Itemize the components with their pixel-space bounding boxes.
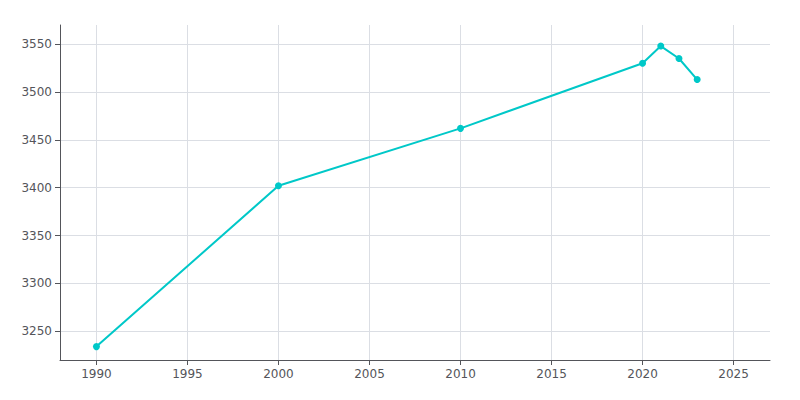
svg-text:2010: 2010 [445, 367, 476, 381]
svg-text:3500: 3500 [21, 85, 52, 99]
svg-text:3550: 3550 [21, 37, 52, 51]
svg-text:2025: 2025 [718, 367, 749, 381]
svg-text:2020: 2020 [627, 367, 658, 381]
svg-text:3300: 3300 [21, 276, 52, 290]
svg-text:2015: 2015 [536, 367, 567, 381]
svg-text:3350: 3350 [21, 229, 52, 243]
svg-text:2005: 2005 [354, 367, 385, 381]
svg-text:2000: 2000 [263, 367, 294, 381]
svg-text:1990: 1990 [81, 367, 112, 381]
svg-text:3250: 3250 [21, 324, 52, 338]
svg-text:3400: 3400 [21, 181, 52, 195]
svg-text:3450: 3450 [21, 133, 52, 147]
svg-text:1995: 1995 [172, 367, 203, 381]
